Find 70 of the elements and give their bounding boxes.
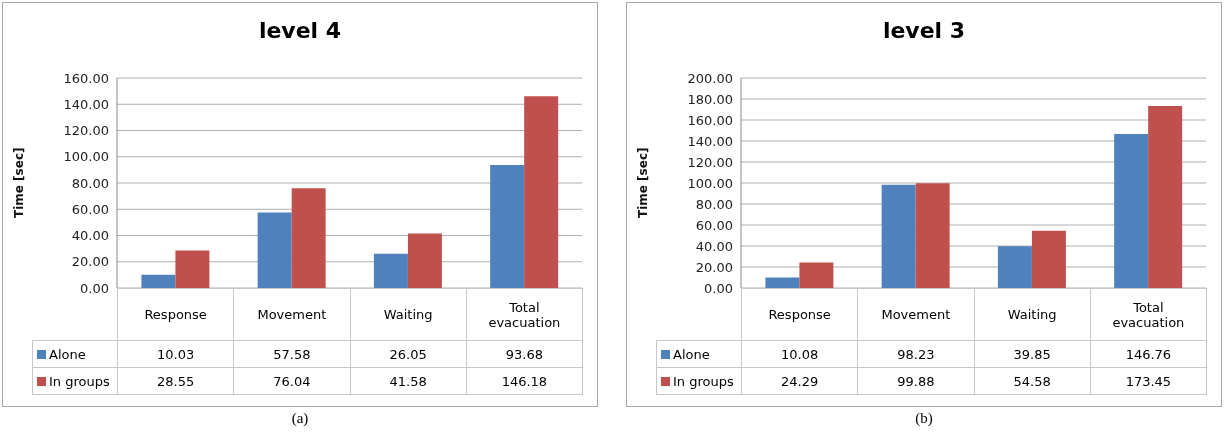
bar [373,253,408,288]
bar [490,165,525,288]
x-tick-label: Total evacuation [1111,299,1186,330]
y-tick-label: 40.00 [695,238,733,254]
data-label: 24.29 [741,367,858,395]
x-tick-label: Waiting [1006,307,1058,322]
bar [141,274,176,288]
bar [799,262,834,288]
x-tick-label: Movement [880,307,952,322]
bar [1114,133,1149,288]
y-tick-label: 160.00 [63,70,109,86]
x-tick-label: Response [143,307,208,322]
data-label: 39.85 [974,340,1091,368]
text: (b) [914,410,934,427]
text: (a) [290,410,310,427]
data-label: 28.55 [117,367,234,395]
data-label: 41.58 [350,367,467,395]
data-label: 93.68 [466,340,583,368]
x-tick-label: Total evacuation [487,299,562,330]
data-label: 98.23 [857,340,974,368]
legend-label: In groups [32,367,118,395]
y-tick-label: 140.00 [687,133,733,149]
bar [915,183,950,288]
bar [997,246,1032,288]
bar [291,188,326,288]
bar [1031,230,1066,288]
x-tick-label: Response [767,307,832,322]
x-tick-label: Movement [256,307,328,322]
y-tick-label: 60.00 [71,201,109,217]
y-tick-label: 120.00 [63,123,109,139]
data-label: 10.08 [741,340,858,368]
legend-label: In groups [656,367,742,395]
data-label: 146.76 [1090,340,1207,368]
data-label: 146.18 [466,367,583,395]
y-tick-label: 0.00 [704,280,733,296]
data-label: 54.58 [974,367,1091,395]
y-tick-label: 120.00 [687,154,733,170]
legend-label: Alone [656,340,742,368]
legend-label: Alone [32,340,118,368]
chart-title: level 4 [257,18,343,43]
chart-title: level 3 [881,18,967,43]
y-tick-label: 200.00 [687,70,733,86]
y-tick-label: 180.00 [687,91,733,107]
y-tick-label: 80.00 [695,196,733,212]
bar [407,233,442,288]
data-label: 173.45 [1090,367,1207,395]
bar [1148,105,1183,288]
bar [524,96,559,288]
data-label: 57.58 [233,340,350,368]
y-tick-label: 80.00 [71,175,109,191]
data-label: 99.88 [857,367,974,395]
y-tick-label: 0.00 [80,280,109,296]
data-label: 76.04 [233,367,350,395]
y-tick-label: 60.00 [695,217,733,233]
data-label: 10.03 [117,340,234,368]
y-tick-label: 160.00 [687,112,733,128]
x-tick-label: Waiting [382,307,434,322]
y-axis-title: Time [sec] [636,147,651,218]
bar [257,212,292,288]
bar [881,184,916,288]
data-label: 26.05 [350,340,467,368]
y-tick-label: 20.00 [71,254,109,270]
y-tick-label: 140.00 [63,96,109,112]
y-axis-title: Time [sec] [12,147,27,218]
y-tick-label: 40.00 [71,228,109,244]
y-tick-label: 100.00 [63,149,109,165]
y-tick-label: 100.00 [687,175,733,191]
y-tick-label: 20.00 [695,259,733,275]
bar [765,277,800,288]
bar [175,250,210,288]
